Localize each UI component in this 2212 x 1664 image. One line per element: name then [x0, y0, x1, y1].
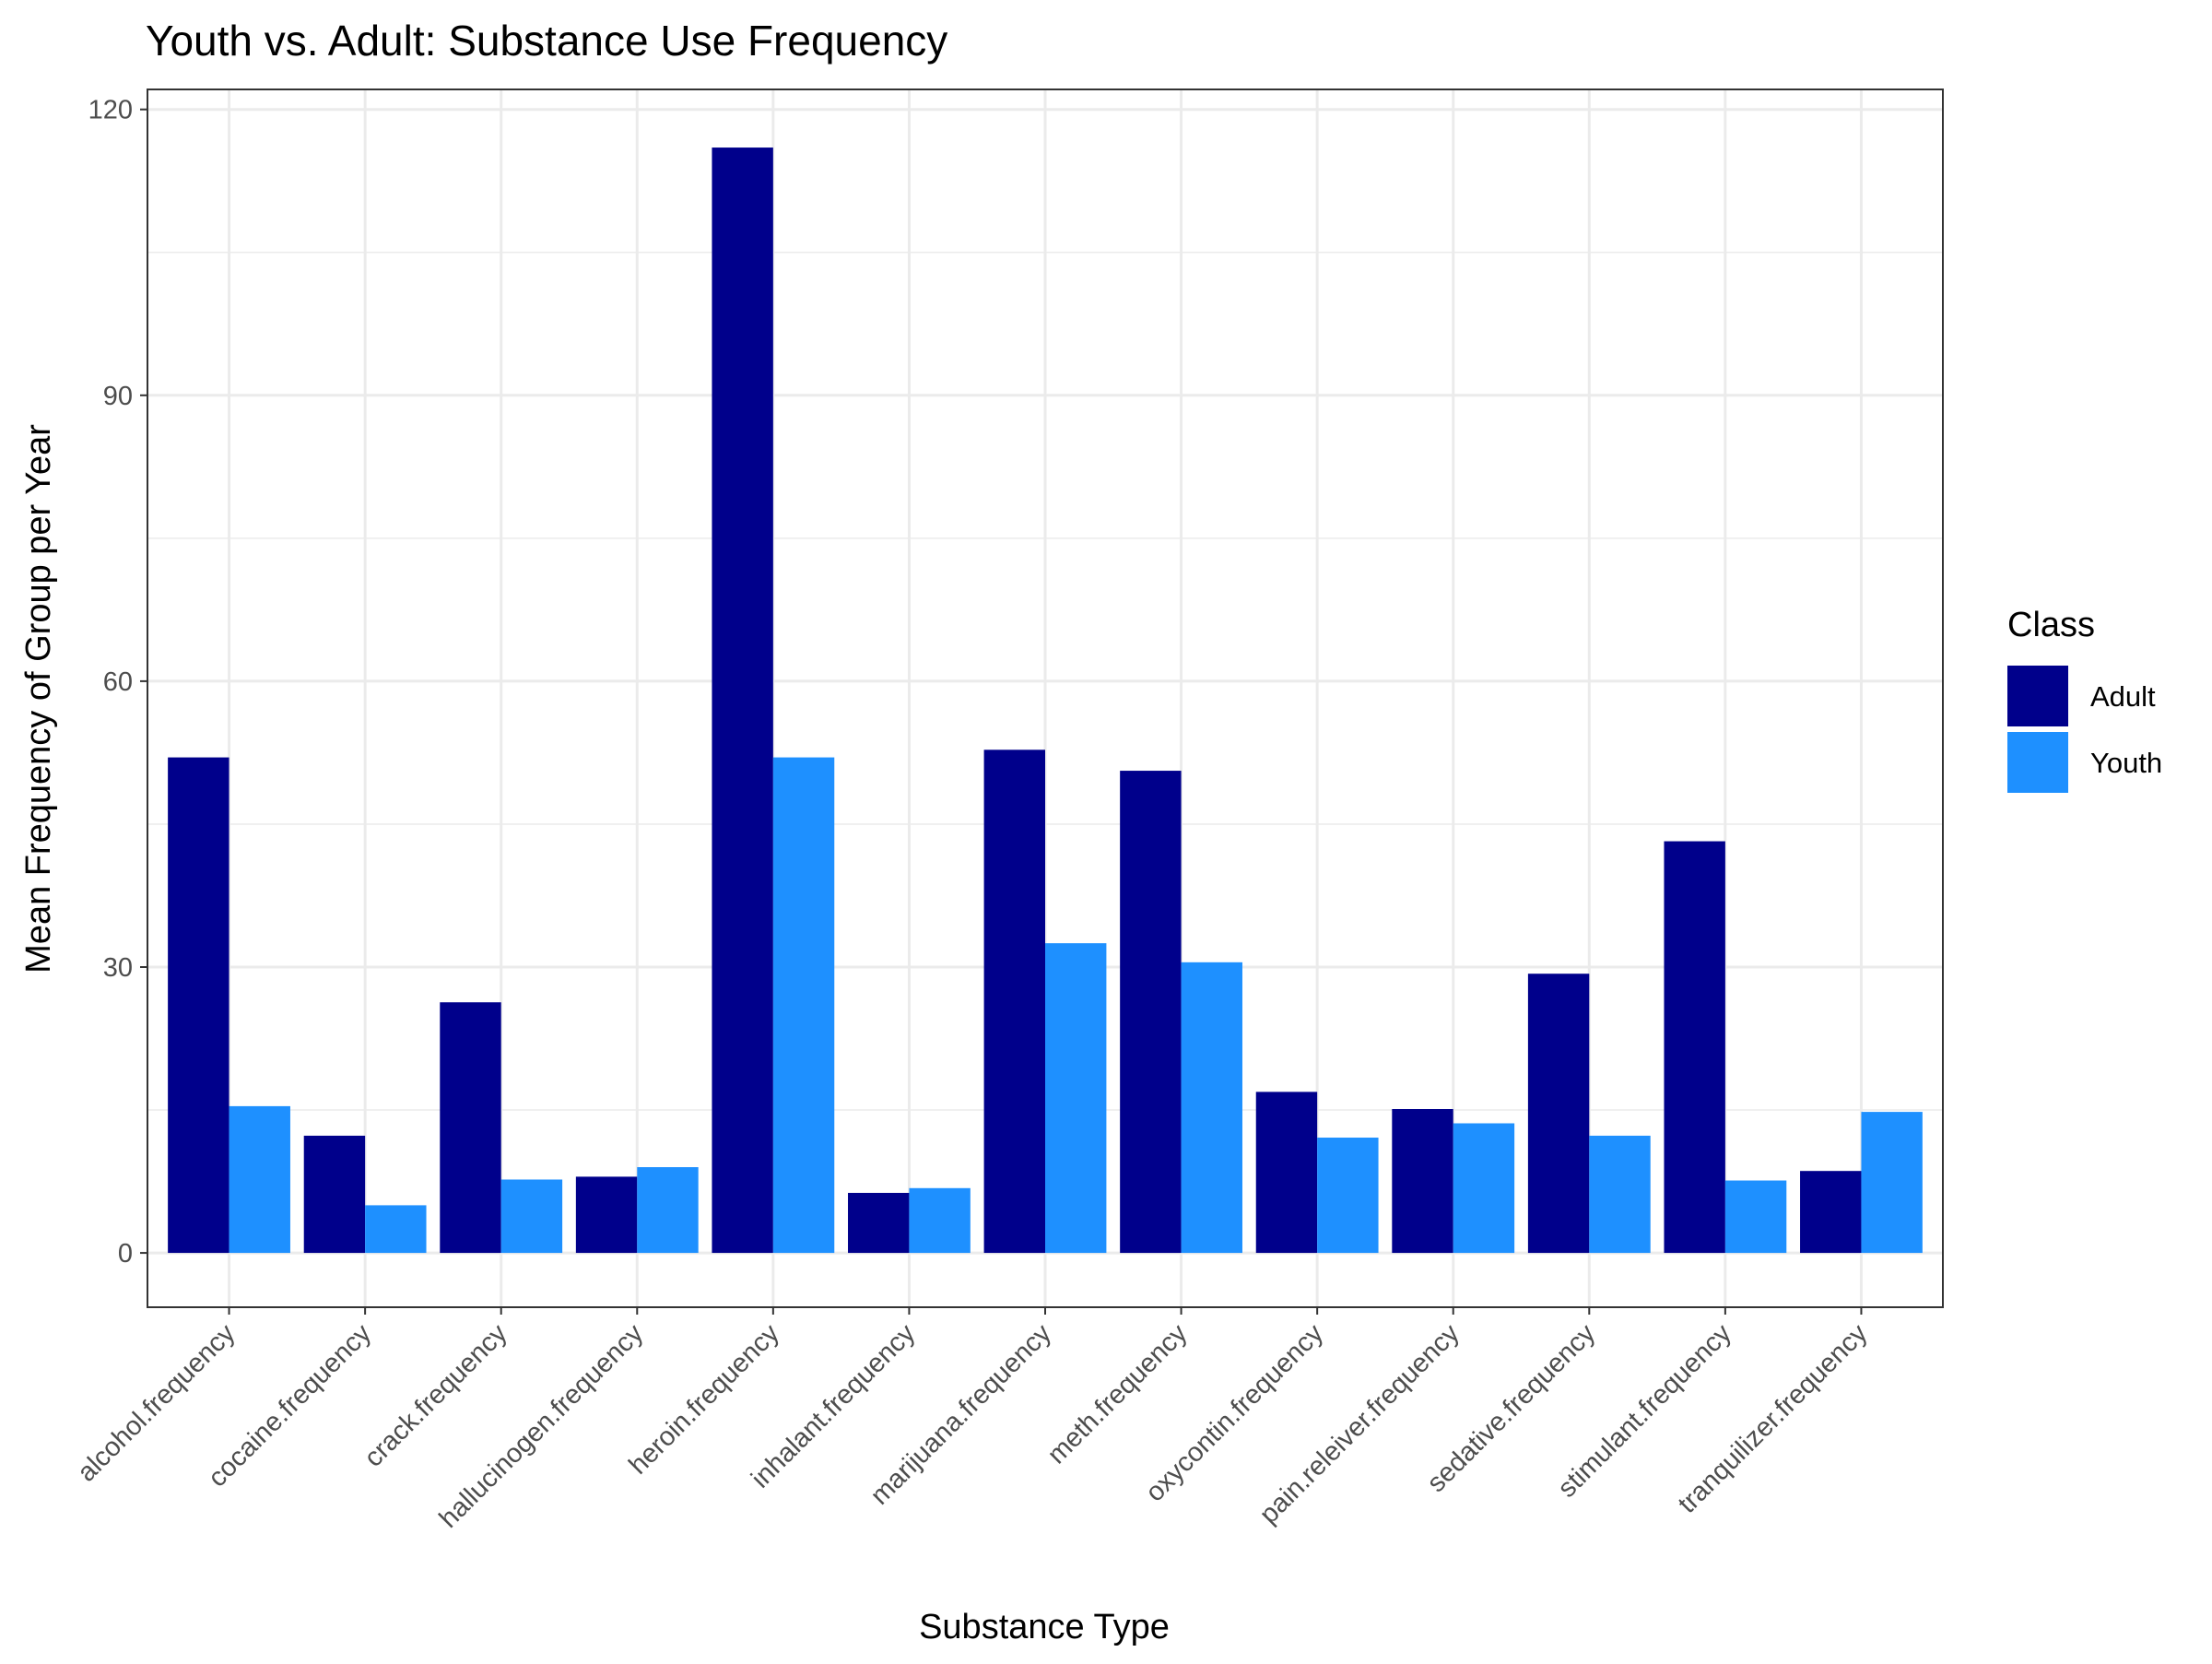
y-tick-label: 0 [118, 1239, 133, 1269]
bar-youth-heroin-frequency [772, 757, 835, 1254]
bar-adult-meth-frequency [1120, 771, 1182, 1254]
bar-adult-sedative-frequency [1527, 974, 1590, 1254]
bar-youth-meth-frequency [1181, 962, 1242, 1254]
legend-title: Class [2007, 606, 2095, 644]
bar-youth-tranquilizer-frequency [1861, 1112, 1923, 1254]
bar-youth-oxycontin-frequency [1317, 1138, 1379, 1254]
y-axis-title: Mean Frequency of Group per Year [19, 424, 58, 974]
bar-youth-crack-frequency [500, 1179, 563, 1254]
bar-adult-cocaine-frequency [303, 1135, 366, 1254]
x-tick-label: crack.frequency [359, 1318, 513, 1473]
bar-youth-inhalant-frequency [909, 1187, 971, 1254]
bar-adult-oxycontin-frequency [1255, 1092, 1318, 1254]
y-tick-label: 30 [103, 953, 133, 983]
bar-adult-stimulant-frequency [1664, 841, 1725, 1254]
bar-youth-pain-releiver-frequency [1453, 1123, 1515, 1254]
y-tick-label: 60 [103, 667, 133, 697]
bar-adult-heroin-frequency [712, 148, 773, 1254]
x-tick-label: heroin.frequency [623, 1318, 785, 1481]
bar-youth-hallucinogen-frequency [637, 1167, 699, 1254]
legend: Class Adult Youth [2007, 606, 2162, 793]
legend-label-adult: Adult [2090, 680, 2156, 713]
bar-adult-alcohol-frequency [168, 757, 229, 1254]
bar-adult-crack-frequency [440, 1002, 501, 1254]
bar-adult-tranquilizer-frequency [1800, 1171, 1862, 1254]
bar-adult-inhalant-frequency [848, 1192, 910, 1254]
x-axis-title: Substance Type [919, 1608, 1170, 1646]
bar-youth-sedative-frequency [1589, 1135, 1651, 1254]
y-tick-label: 120 [88, 96, 133, 125]
x-tick-label: meth.frequency [1042, 1318, 1194, 1469]
legend-key-adult [2007, 666, 2068, 726]
bar-adult-marijuana-frequency [983, 749, 1045, 1254]
bar-youth-stimulant-frequency [1724, 1180, 1787, 1254]
bars [168, 148, 1923, 1254]
bar-youth-cocaine-frequency [365, 1205, 427, 1254]
bar-adult-hallucinogen-frequency [575, 1176, 638, 1254]
bar-adult-pain-releiver-frequency [1392, 1109, 1453, 1254]
y-tick-label: 90 [103, 382, 133, 411]
bar-youth-marijuana-frequency [1045, 943, 1107, 1254]
legend-label-youth: Youth [2090, 747, 2162, 779]
legend-key-youth [2007, 732, 2068, 793]
bar-youth-alcohol-frequency [229, 1105, 290, 1254]
chart-title: Youth vs. Adult: Substance Use Frequency [146, 17, 947, 65]
